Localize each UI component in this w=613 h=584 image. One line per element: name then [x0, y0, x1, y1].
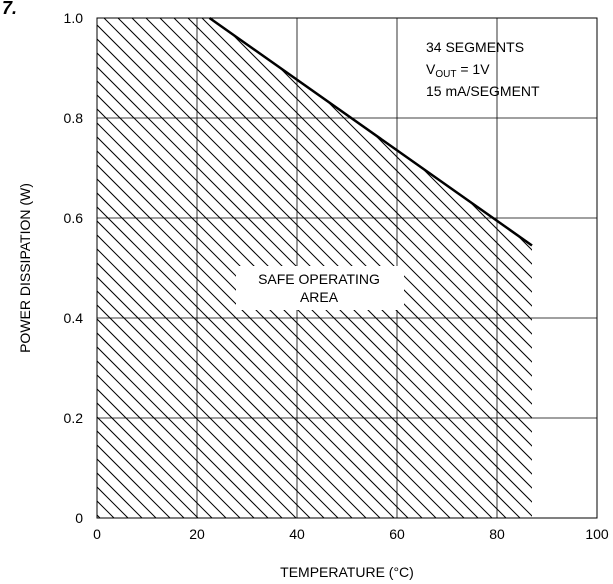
x-axis-label: TEMPERATURE (°C)	[280, 564, 414, 580]
x-tick-label: 60	[389, 526, 405, 542]
hatch-line	[0, 0, 84, 584]
y-tick-label: 1.0	[64, 10, 84, 26]
hatch-line	[0, 0, 266, 584]
annotation-current: 15 mA/SEGMENT	[426, 83, 540, 99]
hatch-line	[576, 0, 613, 584]
hatch-line	[0, 0, 14, 584]
hatch-line	[0, 0, 70, 584]
hatch-line	[534, 0, 613, 584]
safe-area-label-line1: SAFE OPERATING	[258, 271, 380, 287]
x-tick-label: 20	[189, 526, 205, 542]
y-tick-labels: 0 0.2 0.4 0.6 0.8 1.0	[64, 10, 84, 526]
x-tick-label: 0	[93, 526, 101, 542]
y-tick-label: 0.6	[64, 210, 84, 226]
hatch-line	[562, 0, 613, 584]
annotation-vout: VOUT = 1V	[426, 61, 490, 80]
x-tick-labels: 0 20 40 60 80 100	[93, 526, 609, 542]
annotation-vout-subscript: OUT	[435, 69, 456, 80]
x-tick-label: 100	[585, 526, 609, 542]
y-tick-label: 0.4	[64, 310, 84, 326]
hatch-line	[590, 0, 613, 584]
y-tick-label: 0	[75, 510, 83, 526]
hatch-line	[604, 0, 613, 584]
annotation-segments: 34 SEGMENTS	[426, 39, 524, 55]
figure-corner-mark: 7.	[2, 0, 17, 18]
x-tick-label: 40	[289, 526, 305, 542]
hatch-line	[0, 0, 98, 584]
annotation-vout-value: = 1V	[456, 61, 490, 77]
x-tick-label: 80	[489, 526, 505, 542]
y-tick-label: 0.8	[64, 110, 84, 126]
hatch-line	[548, 0, 613, 584]
y-axis-label: POWER DISSIPATION (W)	[17, 183, 33, 353]
y-tick-label: 0.2	[64, 410, 84, 426]
safe-area-label-line2: AREA	[300, 289, 339, 305]
